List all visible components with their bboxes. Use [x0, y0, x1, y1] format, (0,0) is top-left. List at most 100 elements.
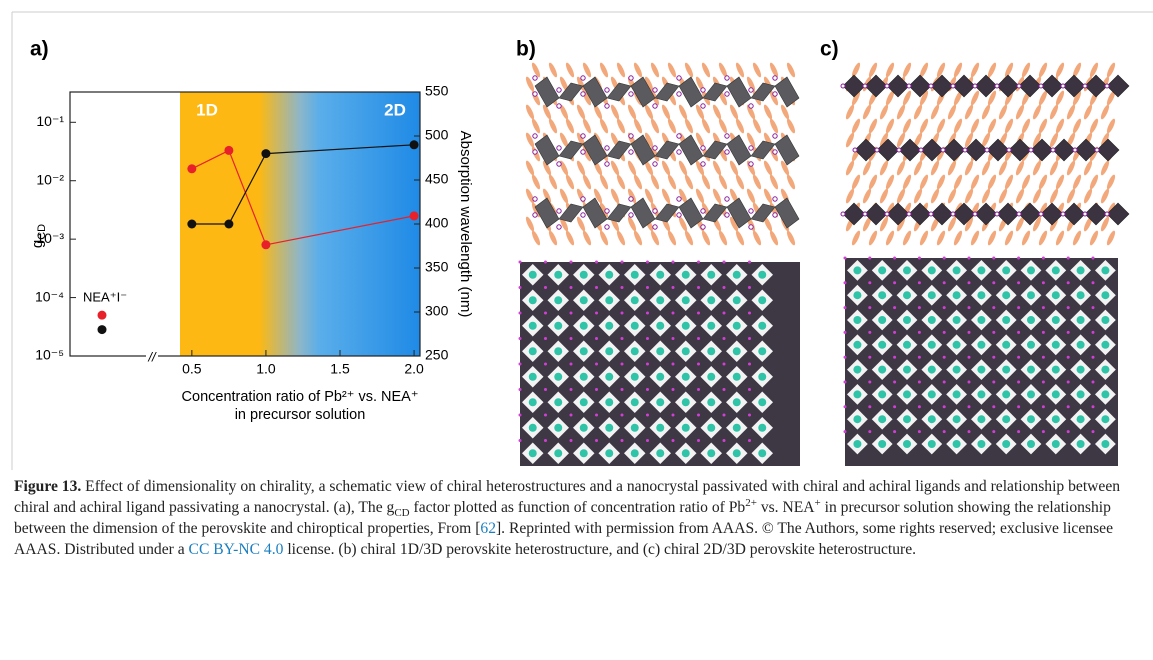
cation	[903, 266, 911, 275]
ligand	[633, 118, 643, 134]
ligand	[531, 202, 541, 218]
atom	[1050, 147, 1056, 153]
atom	[569, 388, 573, 391]
ligand	[1004, 230, 1014, 246]
atom	[676, 91, 682, 97]
octahedron	[1062, 74, 1086, 98]
ligand	[695, 160, 705, 176]
cation	[656, 449, 665, 458]
ligand	[735, 174, 745, 190]
ligand	[913, 132, 923, 148]
atom	[967, 405, 971, 409]
atom	[992, 256, 996, 260]
atom	[748, 161, 754, 167]
ligand	[616, 174, 626, 190]
ligand	[862, 160, 872, 176]
cation	[656, 296, 665, 305]
atom	[676, 75, 682, 81]
ligand	[769, 230, 779, 246]
ligand	[650, 146, 660, 162]
reference-label: NEA⁺I⁻	[83, 289, 127, 304]
x-tick-label: 1.0	[256, 361, 276, 377]
octahedron	[996, 74, 1020, 98]
atom	[724, 149, 730, 155]
cation	[927, 365, 936, 374]
ligand	[1021, 62, 1031, 78]
ligand	[1038, 90, 1048, 106]
cation	[853, 390, 862, 399]
caption-link[interactable]: 62	[480, 520, 496, 537]
ligand	[565, 62, 575, 78]
ligand	[930, 104, 940, 120]
ligand	[1015, 160, 1025, 176]
cation	[707, 296, 716, 305]
ligand	[752, 118, 762, 134]
cation	[903, 316, 911, 324]
ligand	[525, 188, 535, 204]
cation	[853, 316, 862, 324]
ligand	[851, 174, 861, 190]
ligand	[548, 230, 558, 246]
ligand	[1004, 118, 1014, 134]
cation	[605, 347, 614, 356]
cation	[1027, 440, 1035, 448]
atom	[518, 337, 522, 340]
atom	[992, 380, 996, 384]
cation	[1002, 415, 1011, 424]
atom	[1060, 211, 1066, 217]
ligand	[936, 230, 946, 246]
caption-text: Figure 13.	[14, 478, 82, 495]
cation	[630, 296, 639, 305]
ligand	[718, 90, 728, 106]
cation	[1101, 440, 1110, 448]
ligand	[845, 104, 855, 120]
cation	[903, 390, 911, 399]
ligand	[936, 62, 946, 78]
atom	[569, 260, 573, 264]
atom	[992, 330, 996, 334]
ligand	[627, 188, 637, 204]
panel-label: b)	[516, 38, 536, 61]
atom	[620, 286, 624, 289]
atom	[893, 256, 897, 260]
ligand	[981, 160, 991, 176]
atom	[1091, 306, 1095, 310]
atom	[918, 147, 924, 153]
caption-link[interactable]: CC BY-NC 4.0	[188, 541, 284, 558]
atom	[868, 355, 872, 359]
atom	[544, 439, 547, 442]
atom	[646, 260, 649, 264]
atom	[722, 311, 726, 315]
ligand	[582, 174, 592, 190]
ligand	[987, 90, 997, 106]
atom	[569, 311, 573, 315]
atom	[942, 380, 946, 384]
atom	[843, 355, 847, 359]
atom	[942, 330, 946, 334]
ligand	[1055, 174, 1065, 190]
cation	[927, 390, 936, 399]
panel-label: a)	[30, 38, 49, 61]
atom	[556, 87, 562, 93]
atom	[868, 330, 872, 334]
ligand	[930, 160, 940, 176]
cation	[681, 372, 690, 381]
ligand	[559, 160, 569, 176]
ligand	[650, 62, 660, 78]
ligand	[879, 160, 889, 176]
atom	[868, 256, 872, 260]
ligand	[531, 62, 541, 78]
atom	[992, 430, 996, 434]
ligand	[851, 90, 861, 106]
atom	[1094, 147, 1100, 153]
ligand	[1100, 160, 1110, 176]
atom	[942, 281, 946, 285]
ligand	[610, 160, 620, 176]
ligand	[885, 62, 895, 78]
data-point	[224, 145, 234, 155]
cation	[878, 365, 887, 374]
cation	[528, 347, 537, 356]
y2-tick-label: 300	[425, 303, 449, 319]
ligand	[1072, 230, 1082, 246]
octahedron	[1096, 138, 1120, 162]
